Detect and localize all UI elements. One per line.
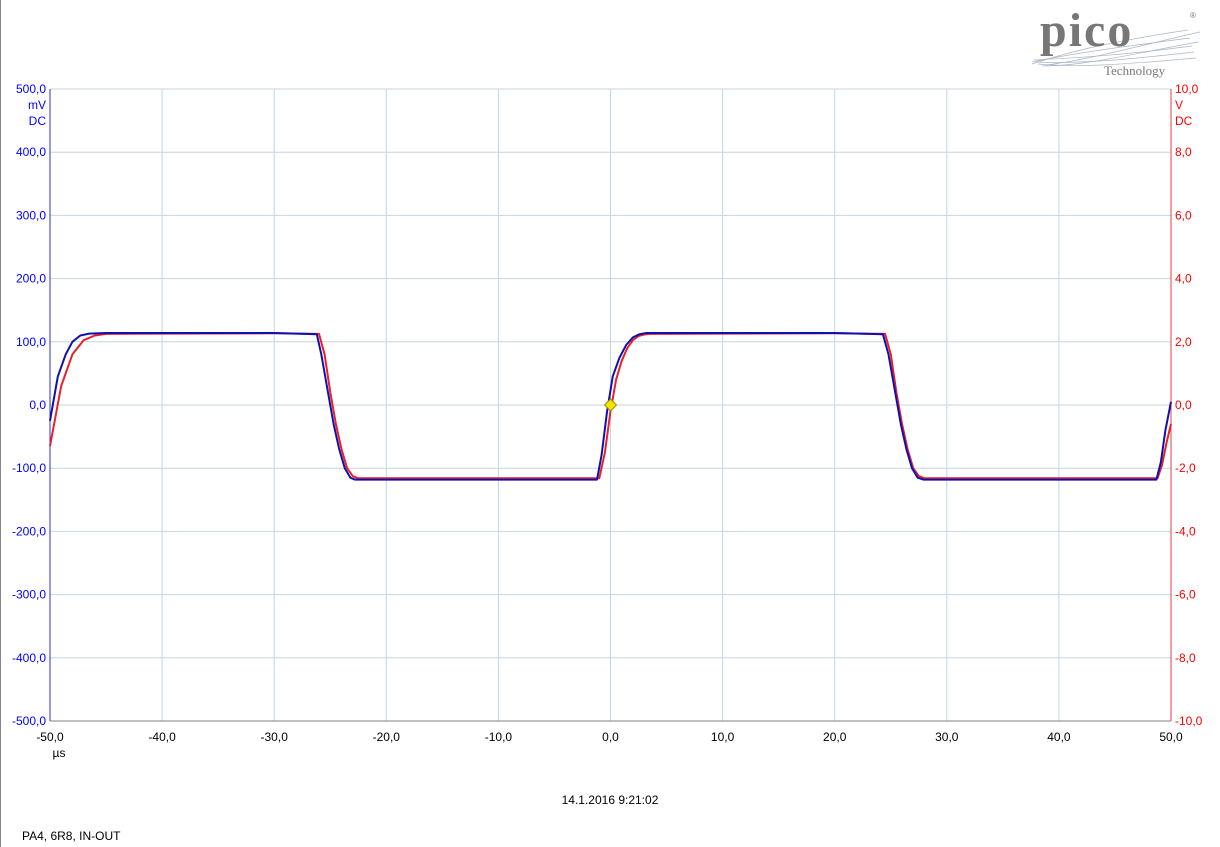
left-tick-label: -300,0 <box>12 588 46 602</box>
logo-wave-icon <box>1031 29 1201 67</box>
x-tick-label: 20,0 <box>823 730 847 744</box>
series-blue-trace <box>49 332 1172 481</box>
x-tick-label: 30,0 <box>935 730 959 744</box>
window-left-border <box>0 0 1 847</box>
trigger-marker-icon[interactable] <box>603 398 618 412</box>
trace-caption: PA4, 6R8, IN-OUT <box>22 829 121 843</box>
right-tick-label: -4,0 <box>1175 524 1196 538</box>
left-tick-label: 0,0 <box>29 398 46 412</box>
right-axis-unit: V <box>1175 98 1183 112</box>
left-axis-coupling: DC <box>29 114 47 128</box>
scope-chart: 500,0 400,0 300,0 200,0 100,0 0,0 -100,0 -200,0… <box>12 82 1203 760</box>
left-tick-label: 100,0 <box>16 335 46 349</box>
right-tick-label: 6,0 <box>1175 208 1192 222</box>
logo-wordmark: pico <box>1040 4 1133 57</box>
left-tick-label: 200,0 <box>16 272 46 286</box>
left-tick-label: 500,0 <box>16 82 46 96</box>
left-tick-label: -100,0 <box>12 461 46 475</box>
left-tick-label: 300,0 <box>16 208 46 222</box>
right-tick-label: -6,0 <box>1175 588 1196 602</box>
right-axis-coupling: DC <box>1175 114 1193 128</box>
left-tick-label: -400,0 <box>12 651 46 665</box>
x-tick-label: -10,0 <box>485 730 513 744</box>
pico-logo: pico ® Technology <box>1031 4 1201 78</box>
logo-registered-mark: ® <box>1190 11 1196 20</box>
x-tick-label: 0,0 <box>602 730 619 744</box>
x-tick-label: -30,0 <box>261 730 289 744</box>
right-tick-label: 4,0 <box>1175 272 1192 286</box>
x-tick-label: -40,0 <box>148 730 176 744</box>
x-axis-unit: µs <box>53 746 66 760</box>
right-tick-label: 10,0 <box>1175 82 1199 96</box>
marker-layer <box>603 398 618 412</box>
x-tick-label: 10,0 <box>711 730 735 744</box>
left-tick-label: -200,0 <box>12 524 46 538</box>
right-tick-label: 0,0 <box>1175 398 1192 412</box>
right-tick-label: 2,0 <box>1175 335 1192 349</box>
right-tick-label: -10,0 <box>1175 714 1203 728</box>
right-tick-label: -8,0 <box>1175 651 1196 665</box>
x-tick-label: -20,0 <box>373 730 401 744</box>
x-tick-label: 50,0 <box>1159 730 1183 744</box>
axes: 500,0 400,0 300,0 200,0 100,0 0,0 -100,0 -200,0… <box>12 82 1203 760</box>
capture-timestamp: 14.1.2016 9:21:02 <box>561 793 659 807</box>
left-axis-unit: mV <box>28 98 46 112</box>
right-tick-label: -2,0 <box>1175 461 1196 475</box>
left-tick-label: 400,0 <box>16 145 46 159</box>
logo-subtitle: Technology <box>1104 63 1166 78</box>
series-layer <box>49 332 1172 481</box>
left-tick-label: -500,0 <box>12 714 46 728</box>
right-tick-label: 8,0 <box>1175 145 1192 159</box>
x-tick-label: -50,0 <box>36 730 64 744</box>
x-tick-label: 40,0 <box>1047 730 1071 744</box>
